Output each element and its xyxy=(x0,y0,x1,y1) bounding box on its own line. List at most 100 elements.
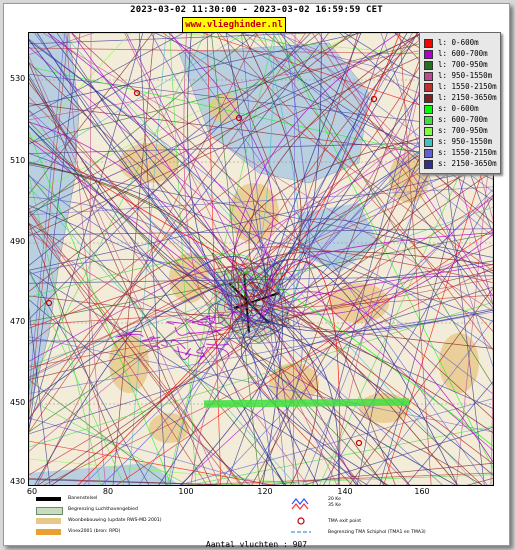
y-tick-label: 430 xyxy=(10,477,26,486)
flight-track xyxy=(259,291,493,463)
x-tick-label: 140 xyxy=(337,487,353,496)
flight-track xyxy=(29,40,266,298)
flight-track xyxy=(29,82,362,485)
tma-exit-point xyxy=(235,114,243,122)
legend-item: s: 950-1550m xyxy=(424,137,492,147)
flight-track xyxy=(29,33,359,210)
flight-track xyxy=(29,231,260,329)
flight-track xyxy=(29,55,221,485)
flight-track xyxy=(29,379,169,485)
flight-track xyxy=(29,166,493,271)
y-tick-label: 450 xyxy=(10,398,26,407)
flight-track xyxy=(252,258,458,485)
flight-track xyxy=(29,38,493,395)
legend-swatch xyxy=(424,104,433,114)
vinex-label: Vinex2001 (bron: RPD) xyxy=(68,529,121,534)
airport-area-swatch xyxy=(36,507,63,515)
flight-track xyxy=(29,223,483,485)
flight-track xyxy=(29,270,125,485)
flight-track xyxy=(29,33,246,167)
flight-track xyxy=(233,298,275,485)
flight-track xyxy=(203,399,410,403)
legend-swatch xyxy=(424,82,433,92)
legend-swatch xyxy=(424,60,433,70)
page-title: 2023-03-02 11:30:00 - 2023-03-02 16:59:5… xyxy=(130,5,383,15)
flight-track xyxy=(141,336,161,342)
flight-track xyxy=(278,33,322,286)
flight-track xyxy=(29,33,423,230)
flight-track xyxy=(207,347,230,358)
tma-exit-point xyxy=(355,439,363,447)
flight-track xyxy=(29,307,51,485)
flight-track xyxy=(197,348,208,363)
legend-label: l: 2150-3650m xyxy=(438,93,497,102)
x-tick-label: 100 xyxy=(178,487,194,496)
flight-track xyxy=(170,339,186,350)
flight-track xyxy=(43,267,493,485)
flight-track xyxy=(229,304,493,434)
y-tick-label: 470 xyxy=(10,317,26,326)
flight-track xyxy=(29,109,444,485)
flight-track xyxy=(237,251,493,315)
flight-track xyxy=(29,398,189,485)
flight-track xyxy=(232,123,493,310)
flight-track xyxy=(29,33,131,144)
tma-exit-point-icon xyxy=(297,517,305,525)
flight-track xyxy=(61,33,478,485)
legend-item: l: 1550-2150m xyxy=(424,82,497,92)
legend-label: l: 1550-2150m xyxy=(438,82,497,91)
flight-track xyxy=(29,299,251,485)
legend-item: l: 600-700m xyxy=(424,49,488,59)
legend-item: l: 2150-3650m xyxy=(424,93,497,103)
flight-track xyxy=(264,33,493,224)
flight-track xyxy=(203,398,410,402)
legend-label: l: 700-950m xyxy=(438,60,488,69)
flight-track xyxy=(29,125,275,323)
legend-swatch xyxy=(424,93,433,103)
flight-track xyxy=(279,33,493,309)
flight-track xyxy=(29,253,251,298)
flight-track xyxy=(145,345,161,349)
runway-label: Banenstelsel xyxy=(68,496,98,501)
flight-track xyxy=(29,478,244,485)
flight-track xyxy=(71,33,493,420)
flight-track xyxy=(405,381,493,485)
flight-track xyxy=(177,472,493,485)
legend-label: s: 2150-3650m xyxy=(438,159,497,168)
site-badge[interactable]: www.vlieghinder.nl xyxy=(182,17,286,33)
flight-track xyxy=(29,33,66,396)
flight-track xyxy=(227,311,257,326)
flight-track xyxy=(188,425,493,485)
flight-track xyxy=(230,33,400,323)
legend-label: s: 0-600m xyxy=(438,104,479,113)
tma-border-label: Begrenzing TMA Schiphol (TMA1 en TMA3) xyxy=(328,530,426,535)
legend-item: s: 700-950m xyxy=(424,126,488,136)
tma-exit-point xyxy=(45,299,53,307)
airport-area-label: Begrenzing Luchthavengebied xyxy=(68,507,138,512)
flight-track xyxy=(158,259,289,485)
flight-track xyxy=(29,295,493,349)
flight-track xyxy=(269,261,341,485)
urban-area xyxy=(439,333,479,393)
flight-track xyxy=(234,246,493,284)
flight-track xyxy=(29,282,255,403)
urban-swatch xyxy=(36,518,61,524)
flight-track xyxy=(47,33,259,289)
flight-track xyxy=(29,259,245,313)
flight-track xyxy=(208,325,231,336)
legend-label: s: 600-700m xyxy=(438,115,488,124)
flight-track xyxy=(240,33,301,326)
tma-exit-point xyxy=(370,95,378,103)
urban-label: Woonbebouwing (update RWS-MD 2001) xyxy=(68,518,162,523)
flight-track xyxy=(263,462,493,485)
flight-track xyxy=(196,345,205,354)
flight-track xyxy=(225,33,401,306)
flight-track xyxy=(29,39,266,330)
flight-track xyxy=(240,33,275,285)
flight-track xyxy=(29,196,234,315)
flight-count: Aantal vluchten : 907 xyxy=(205,540,308,549)
flight-track xyxy=(124,33,338,485)
flight-track xyxy=(227,33,441,290)
flight-track xyxy=(244,282,493,333)
map-key: Banenstelsel Begrenzing Luchthavengebied… xyxy=(28,496,492,540)
